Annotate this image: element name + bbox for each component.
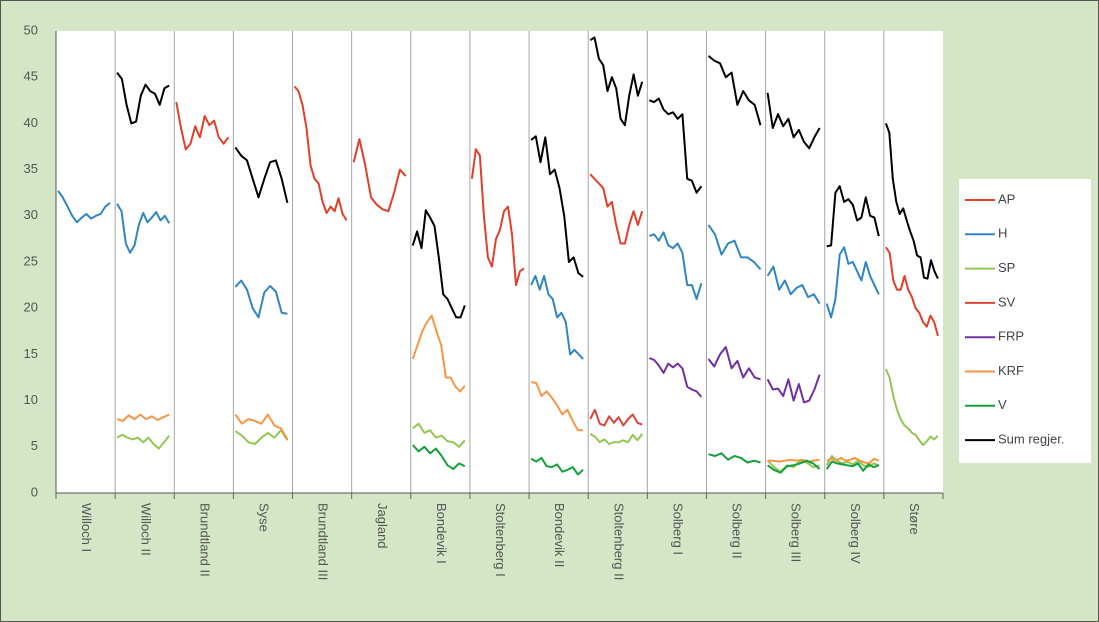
- series-line: [530, 274, 584, 360]
- series-line: [648, 97, 703, 194]
- x-tick-label: Stoltenberg II: [611, 503, 626, 580]
- series-line: [116, 433, 170, 450]
- legend-label: V: [998, 397, 1007, 412]
- series-line: [412, 444, 466, 470]
- x-tick-label: Jagland: [375, 503, 390, 549]
- series-line: [116, 203, 171, 254]
- x-tick-label: Bondevik I: [434, 503, 449, 564]
- series-line: [826, 185, 880, 248]
- series-line: [116, 72, 170, 125]
- series-line: [589, 408, 643, 427]
- x-tick-label: Brundtland II: [197, 503, 212, 577]
- series-line: [234, 413, 289, 440]
- series-line: [293, 85, 348, 221]
- series-line: [766, 459, 820, 473]
- legend-label: AP: [998, 191, 1015, 206]
- x-tick-label: Willoch I: [79, 503, 94, 552]
- series-line: [175, 101, 230, 151]
- series-line: [648, 357, 703, 398]
- legend-label: FRP: [998, 329, 1024, 344]
- series-line: [707, 346, 761, 381]
- series-line: [234, 146, 289, 204]
- y-tick-label: 40: [24, 115, 38, 130]
- series-line: [707, 224, 762, 271]
- series-line: [766, 265, 821, 305]
- x-tick-label: Solberg IV: [848, 503, 863, 564]
- series-line: [766, 92, 821, 150]
- y-tick-label: 10: [24, 392, 38, 407]
- series-line: [411, 314, 466, 393]
- x-tick-label: Syse: [257, 503, 272, 532]
- x-tick-label: Willoch II: [138, 503, 153, 556]
- x-tick-label: Bondevik II: [552, 503, 567, 567]
- legend: AP H SP SV FRP KRF V Sum regjer.: [965, 191, 1064, 447]
- plot-area: [56, 31, 943, 493]
- series-line: [825, 460, 880, 472]
- series-line: [766, 374, 821, 404]
- series-line: [589, 36, 644, 127]
- y-tick-label: 25: [24, 253, 38, 268]
- y-tick-label: 5: [31, 438, 38, 453]
- y-tick-label: 35: [24, 161, 38, 176]
- series-line: [116, 413, 170, 422]
- series-line: [825, 246, 880, 319]
- series-line: [234, 429, 289, 445]
- series-line: [352, 138, 407, 213]
- series-line: [826, 456, 880, 465]
- series-line: [767, 458, 820, 463]
- legend-label: KRF: [998, 363, 1024, 378]
- series-line: [885, 246, 939, 337]
- series-line: [589, 173, 644, 245]
- x-tick-label: Støre: [907, 503, 922, 535]
- legend-label: SP: [998, 260, 1015, 275]
- x-tick-label: Solberg II: [730, 503, 745, 559]
- series-line: [57, 190, 111, 224]
- x-tick-label: Brundtland III: [316, 503, 331, 580]
- x-tick-label: Solberg III: [789, 503, 804, 562]
- series-line: [767, 459, 821, 474]
- series-line: [648, 231, 703, 300]
- y-tick-label: 0: [31, 484, 38, 499]
- y-tick-label: 20: [24, 300, 38, 315]
- series-line: [589, 433, 644, 445]
- series-line: [707, 55, 762, 126]
- legend-label: H: [998, 226, 1007, 241]
- legend-label: Sum regjer.: [998, 432, 1064, 447]
- series-line: [708, 452, 761, 464]
- legend-label: SV: [998, 294, 1016, 309]
- x-tick-label: Solberg I: [670, 503, 685, 555]
- x-tick-label: Stoltenberg I: [493, 503, 508, 577]
- series-line: [884, 368, 939, 446]
- legend-box: [959, 179, 1091, 463]
- series-line: [530, 381, 584, 432]
- y-tick-label: 50: [24, 22, 38, 37]
- y-tick-label: 45: [24, 69, 38, 84]
- series-line: [411, 209, 466, 319]
- y-tick-label: 30: [24, 207, 38, 222]
- series-line: [470, 148, 525, 287]
- series-line: [884, 123, 939, 280]
- series-line: [412, 422, 466, 448]
- series-line: [530, 456, 584, 476]
- series-line: [530, 135, 584, 278]
- y-tick-label: 15: [24, 346, 38, 361]
- series-line: [234, 279, 288, 319]
